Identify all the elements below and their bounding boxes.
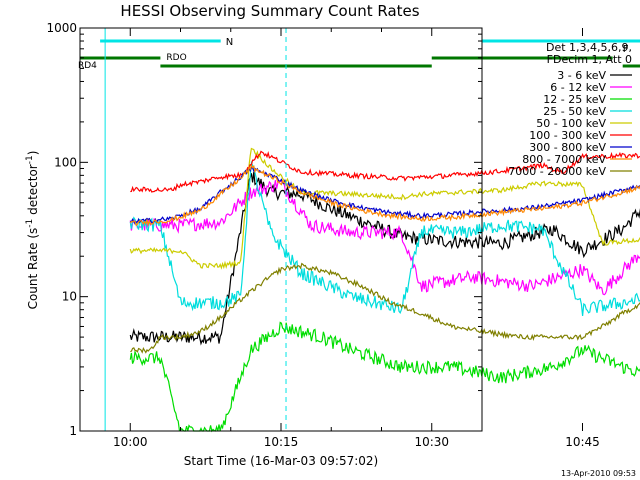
series-line-6 [130,150,640,193]
y-tick-label: 1000 [46,21,77,35]
series-line-4 [129,160,640,316]
legend-header-line: Det 1,3,4,5,6,9, [546,41,632,54]
x-tick-label: 10:45 [565,435,600,449]
flag-label-rdo: RDO [166,53,186,63]
y-axis: 1 10 100 1000 [46,21,482,438]
series-line-1 [129,171,640,346]
legend-entry-label: 6 - 12 keV [550,81,606,94]
legend-entry-label: 100 - 300 keV [529,129,606,142]
flag-label-n: N [226,37,233,48]
series-line-9 [130,262,640,354]
x-tick-label: 10:15 [264,435,299,449]
y-tick-label: 100 [54,155,77,169]
legend-entry-label: 800 - 7000 keV [522,153,606,166]
footer-date: 13-Apr-2010 09:53 [561,469,636,478]
legend-entry-label: 25 - 50 keV [543,105,606,118]
x-axis-label: Start Time (16-Mar-03 09:57:02) [184,454,378,468]
flag-label-f: F [623,44,629,55]
y-tick-label: 1 [69,424,77,438]
legend-entry-label: 7000 - 20000 keV [508,165,606,178]
legend-entry-label: 50 - 100 keV [536,117,606,130]
flags-layer: N RDO RD4 F [78,28,640,431]
flag-label-rd4: RD4 [78,61,97,71]
legend: Det 1,3,4,5,6,9,FDecim 1, Att 0 3 - 6 keV… [508,41,632,178]
y-axis-label: Count Rate (s-1 detector-1) [25,151,40,310]
x-tick-label: 10:00 [113,435,148,449]
legend-header-line: FDecim 1, Att 0 [547,53,632,66]
series-line-8 [129,164,640,227]
series-line-5 [129,147,640,270]
legend-entry-label: 300 - 800 keV [529,141,606,154]
legend-entry-label: 3 - 6 keV [557,69,606,82]
series-line-3 [129,321,640,433]
series-layer [129,147,640,433]
y-tick-label: 10 [62,290,77,304]
legend-entry-label: 12 - 25 keV [543,93,606,106]
x-tick-label: 10:30 [414,435,449,449]
chart-title: HESSI Observing Summary Count Rates [120,2,419,20]
